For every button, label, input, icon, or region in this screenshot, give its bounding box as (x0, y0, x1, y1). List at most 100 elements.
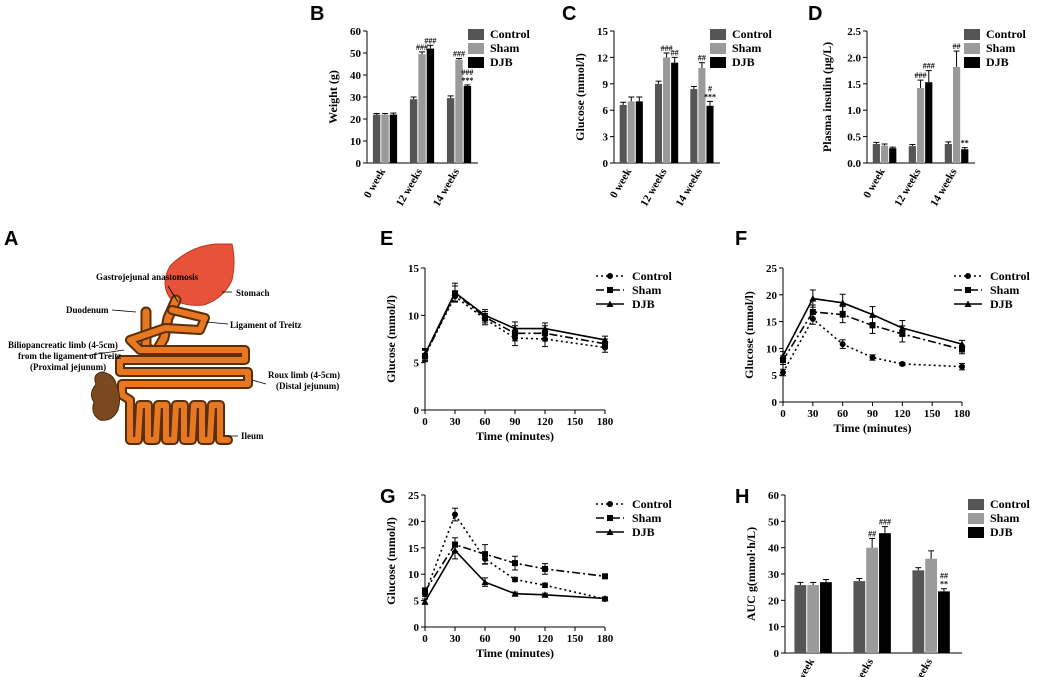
legend-swatch-B-2 (468, 57, 484, 68)
x-tick-label-F-0: 0 (780, 408, 786, 420)
legend-label-E-0: Control (632, 269, 672, 283)
legend-marker-F-1 (965, 287, 971, 293)
point-F-sham-5 (959, 346, 965, 353)
x-tick-label-D-0: 0 week (861, 166, 888, 201)
panel-label-c: C (562, 3, 576, 25)
x-tick-label-G-4: 120 (537, 633, 554, 645)
legend-label-C-1: Sham (732, 41, 761, 55)
y-tick-label-F-5: 25 (766, 263, 778, 275)
x-axis-label-F: Time (minutes) (833, 421, 911, 435)
point-F-control-4 (899, 360, 906, 367)
x-tick-label-G-1: 30 (450, 633, 462, 645)
label-treitz: Ligament of Treitz (230, 320, 302, 330)
y-axis-label-F: Glucose (mmol/l) (742, 291, 756, 379)
chart-h: 0 10 20 30 40 50 60 AUC g(mmol·h/L) 0 week 12 wee… (744, 490, 1030, 677)
point-E-djb-1 (451, 289, 459, 296)
bar-D-control-2 (944, 143, 952, 163)
x-tick-label-E-2: 60 (480, 416, 492, 428)
bar-H-djb-2 (938, 591, 950, 653)
y-tick-label-F-2: 10 (766, 343, 778, 355)
legend-swatch-H-0 (968, 499, 984, 510)
legend-label-F-0: Control (990, 269, 1030, 283)
legend-swatch-C-2 (710, 57, 726, 68)
y-axis-label-C: Glucose (mmol/l) (573, 53, 587, 141)
y-tick-label-B-4: 40 (350, 70, 362, 82)
series-line-F-djb (782, 297, 963, 357)
sig-annotation-D-2-0: ## (953, 42, 961, 51)
sig-annotation-B-0-0: ### (416, 43, 428, 52)
chart-d: 0.0 0.5 1.0 1.5 2.0 2.5 Plasma insulin (μg/L) 0… (820, 26, 1026, 209)
legend-label-H-0: Control (990, 497, 1030, 511)
y-tick-label-G-0: 0 (414, 622, 420, 634)
legend-swatch-B-0 (468, 29, 484, 40)
y-tick-label-H-1: 10 (768, 622, 780, 634)
y-tick-label-C-4: 12 (597, 52, 609, 64)
bar-B-djb-2 (463, 86, 472, 163)
sig-annotation-C-2-0: ## (698, 54, 706, 63)
sig-annotation-B-3-1: *** (461, 76, 473, 85)
djb-surgery-diagram: Gastrojejunal anastomosis Stomach Duoden… (8, 243, 340, 445)
point-F-djb-2 (839, 299, 847, 306)
point-F-control-0 (780, 369, 786, 376)
sig-annotation-C-3-0: # (708, 84, 712, 93)
legend-label-D-1: Sham (986, 41, 1015, 55)
label-stomach: Stomach (236, 288, 270, 298)
bar-H-control-2 (912, 570, 925, 653)
y-tick-label-F-1: 5 (772, 370, 778, 382)
y-tick-label-B-3: 30 (350, 92, 362, 104)
point-G-control-4 (542, 582, 548, 589)
x-tick-label-G-2: 60 (480, 633, 492, 645)
label-bilio-1: Biliopancreatic limb (4-5cm) (8, 340, 118, 350)
sig-annotation-H-2-0: ## (940, 572, 948, 581)
sig-annotation-H-1-0: ### (879, 518, 891, 527)
point-F-sham-3 (869, 322, 876, 329)
legend-swatch-D-0 (964, 29, 980, 40)
sig-annotation-D-3-0: ** (961, 139, 969, 148)
point-F-control-5 (959, 363, 965, 370)
biliopancreatic-mass (90, 371, 121, 421)
legend-swatch-H-2 (968, 527, 984, 538)
point-F-djb-0 (779, 352, 787, 359)
bar-H-control-1 (853, 581, 866, 653)
x-tick-label-E-3: 90 (510, 416, 522, 428)
sig-annotation-C-0-0: ### (661, 44, 673, 53)
y-tick-label-G-3: 15 (408, 543, 420, 555)
y-tick-label-C-0: 0 (603, 158, 609, 170)
series-line-E-sham (424, 292, 606, 357)
y-tick-label-H-2: 20 (768, 595, 780, 607)
diagram-arrows (83, 285, 267, 437)
x-tick-label-B-1: 12 weeks (394, 166, 426, 209)
x-tick-label-E-6: 180 (597, 416, 614, 428)
x-tick-label-H-0: 0 week (791, 656, 818, 677)
x-tick-label-F-6: 180 (954, 408, 971, 420)
y-tick-label-C-2: 6 (603, 105, 609, 117)
legend-label-G-2: DJB (632, 525, 655, 539)
bar-C-djb-1 (671, 62, 679, 163)
label-roux-2: (Distal jejunum) (276, 381, 339, 391)
x-axis-label-E: Time (minutes) (476, 429, 554, 443)
label-duodenum: Duodenum (66, 305, 109, 315)
x-tick-label-B-0: 0 week (362, 166, 389, 201)
bar-H-sham-1 (866, 547, 879, 653)
legend-swatch-H-1 (968, 513, 984, 524)
y-tick-label-D-1: 0.5 (847, 132, 861, 144)
y-axis-label-H: AUC g(mmol·h/L) (744, 527, 758, 621)
sig-annotation-H-2-1: ** (940, 580, 948, 589)
point-G-control-3 (512, 576, 518, 583)
legend-label-D-2: DJB (986, 55, 1009, 69)
point-G-djb-2 (481, 578, 489, 586)
panel-label-e: E (380, 228, 393, 250)
legend-swatch-D-2 (964, 57, 980, 68)
point-G-sham-4 (542, 565, 548, 572)
bar-C-control-1 (654, 83, 663, 163)
legend-marker-F-0 (965, 273, 971, 279)
bar-D-djb-2 (961, 149, 969, 163)
x-tick-label-C-2: 14 weeks (674, 166, 706, 209)
legend-label-H-2: DJB (990, 525, 1013, 539)
y-tick-label-C-1: 3 (603, 132, 609, 144)
series-line-F-sham (782, 311, 963, 361)
point-F-djb-1 (809, 295, 817, 302)
y-tick-label-D-0: 0.0 (847, 158, 861, 170)
